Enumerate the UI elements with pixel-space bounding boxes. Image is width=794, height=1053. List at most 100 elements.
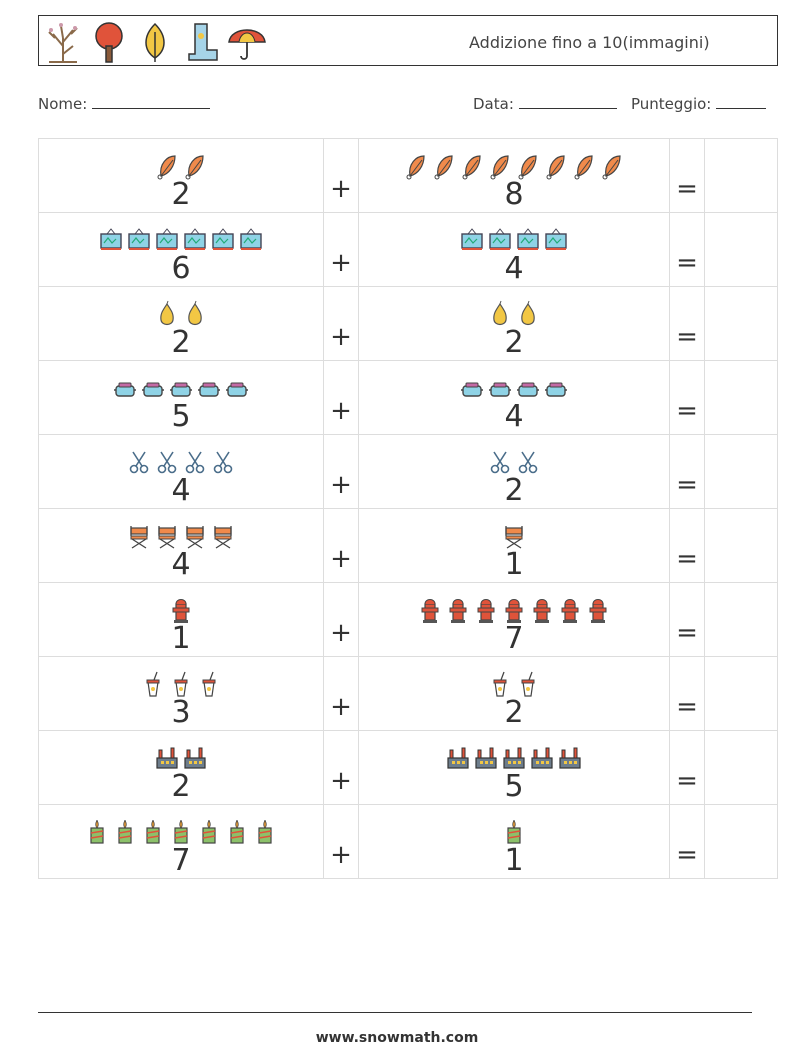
plus-sign: + bbox=[330, 470, 352, 500]
addend-b-icons bbox=[359, 516, 669, 550]
addend-b-icons bbox=[359, 294, 669, 328]
problem-row: 4 +2 = bbox=[38, 434, 778, 509]
scissors-icon bbox=[129, 451, 149, 474]
painting-icon bbox=[212, 228, 234, 250]
fire-hydrant-icon bbox=[561, 599, 579, 623]
addend-b-number: 5 bbox=[504, 769, 524, 804]
fire-hydrant-icon bbox=[449, 599, 467, 623]
plus-cell: + bbox=[323, 582, 359, 657]
plus-cell: + bbox=[323, 286, 359, 361]
candle-icon bbox=[507, 819, 521, 844]
director-chair-icon bbox=[505, 526, 523, 549]
candle-icon bbox=[90, 819, 104, 844]
addend-a-cell: 1 bbox=[38, 582, 324, 657]
addend-a-icons bbox=[39, 590, 323, 624]
candle-icon bbox=[202, 819, 216, 844]
problem-row: 4 +1 = bbox=[38, 508, 778, 583]
answer-cell[interactable] bbox=[704, 508, 778, 583]
director-chair-icon bbox=[130, 526, 148, 549]
addend-b-icons bbox=[359, 220, 669, 254]
addend-b-icons bbox=[359, 738, 669, 772]
footer-divider bbox=[38, 1012, 752, 1013]
addend-b-icons bbox=[359, 442, 669, 476]
addend-b-cell: 1 bbox=[358, 804, 670, 879]
painting-icon bbox=[461, 228, 483, 250]
addend-b-number: 8 bbox=[504, 177, 524, 212]
leaf-icon bbox=[462, 155, 481, 180]
plus-sign: + bbox=[330, 766, 352, 796]
addend-b-cell: 2 bbox=[358, 434, 670, 509]
plus-sign: + bbox=[330, 174, 352, 204]
fire-hydrant-icon bbox=[172, 599, 190, 623]
answer-cell[interactable] bbox=[704, 138, 778, 213]
director-chair-icon bbox=[214, 526, 232, 549]
addend-a-cell: 4 bbox=[38, 434, 324, 509]
addend-a-cell: 5 bbox=[38, 360, 324, 435]
equals-sign: = bbox=[676, 322, 698, 352]
addend-b-cell: 4 bbox=[358, 212, 670, 287]
vr-goggles-icon bbox=[461, 382, 483, 397]
addend-a-number: 7 bbox=[171, 843, 191, 878]
factory-icon bbox=[475, 747, 497, 769]
plus-sign: + bbox=[330, 840, 352, 870]
equals-sign: = bbox=[676, 174, 698, 204]
leaf-icon bbox=[185, 155, 204, 180]
problem-row: 7 +1 = bbox=[38, 804, 778, 879]
addend-a-icons bbox=[39, 812, 323, 846]
addend-a-number: 4 bbox=[171, 473, 191, 508]
addend-a-icons bbox=[39, 294, 323, 328]
equals-cell: = bbox=[669, 804, 705, 879]
equals-sign: = bbox=[676, 618, 698, 648]
scissors-icon bbox=[518, 451, 538, 474]
score-blank[interactable] bbox=[716, 94, 767, 109]
vr-goggles-icon bbox=[545, 382, 567, 397]
answer-cell[interactable] bbox=[704, 286, 778, 361]
leaf-icon bbox=[602, 155, 621, 180]
addend-a-number: 6 bbox=[171, 251, 191, 286]
vr-goggles-icon bbox=[170, 382, 192, 397]
addend-a-icons bbox=[39, 664, 323, 698]
vr-goggles-icon bbox=[226, 382, 248, 397]
addend-a-number: 3 bbox=[171, 695, 191, 730]
painting-icon bbox=[156, 228, 178, 250]
answer-cell[interactable] bbox=[704, 360, 778, 435]
equals-sign: = bbox=[676, 396, 698, 426]
equals-cell: = bbox=[669, 508, 705, 583]
addend-b-number: 1 bbox=[504, 843, 524, 878]
bare-tree-icon bbox=[48, 23, 78, 63]
scissors-icon bbox=[185, 451, 205, 474]
answer-cell[interactable] bbox=[704, 212, 778, 287]
name-blank[interactable] bbox=[92, 94, 211, 109]
candle-icon bbox=[230, 819, 244, 844]
addend-a-icons bbox=[39, 368, 323, 402]
scissors-icon bbox=[490, 451, 510, 474]
answer-cell[interactable] bbox=[704, 582, 778, 657]
addend-a-cell: 4 bbox=[38, 508, 324, 583]
answer-cell[interactable] bbox=[704, 730, 778, 805]
equals-cell: = bbox=[669, 582, 705, 657]
plus-cell: + bbox=[323, 360, 359, 435]
addend-a-cell: 7 bbox=[38, 804, 324, 879]
plus-cell: + bbox=[323, 212, 359, 287]
date-blank[interactable] bbox=[518, 94, 617, 109]
vr-goggles-icon bbox=[517, 382, 539, 397]
addend-b-icons bbox=[359, 368, 669, 402]
addend-a-number: 1 bbox=[171, 621, 191, 656]
equals-sign: = bbox=[676, 470, 698, 500]
problem-row: 1 +7 = bbox=[38, 582, 778, 657]
pear-icon bbox=[493, 300, 507, 326]
addend-a-number: 2 bbox=[171, 769, 191, 804]
addend-a-number: 5 bbox=[171, 399, 191, 434]
answer-cell[interactable] bbox=[704, 804, 778, 879]
factory-icon bbox=[156, 747, 178, 769]
addend-a-icons bbox=[39, 516, 323, 550]
equals-cell: = bbox=[669, 212, 705, 287]
answer-cell[interactable] bbox=[704, 656, 778, 731]
plus-sign: + bbox=[330, 248, 352, 278]
leaf-icon bbox=[157, 155, 176, 180]
addend-b-cell: 8 bbox=[358, 138, 670, 213]
leaf-icon bbox=[490, 155, 509, 180]
addend-b-number: 2 bbox=[504, 325, 524, 360]
drink-cup-icon bbox=[202, 671, 216, 697]
answer-cell[interactable] bbox=[704, 434, 778, 509]
